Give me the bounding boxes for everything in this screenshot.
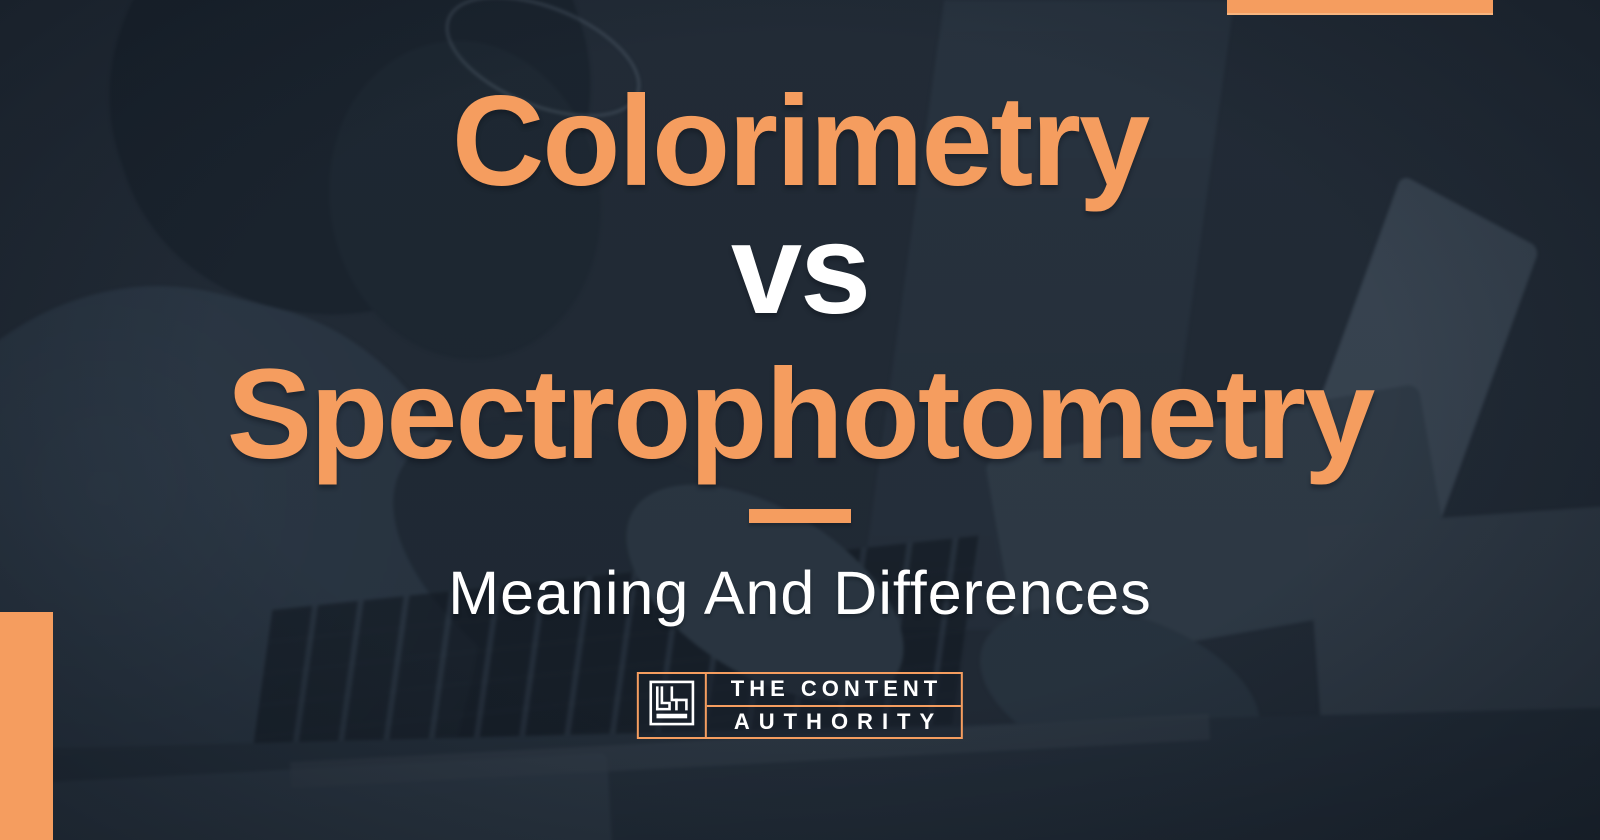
logo-name-line1: THE CONTENT: [706, 674, 962, 707]
accent-bar-top-right: [1227, 0, 1493, 15]
logo-icon-cell: [639, 674, 707, 737]
logo-text-cell: THE CONTENT AUTHORITY: [706, 674, 962, 737]
title-line1: Colorimetry: [451, 70, 1150, 213]
title-line2: Spectrophotometry: [226, 343, 1376, 486]
accent-dash-divider: [749, 509, 851, 523]
maze-monogram-icon: [649, 680, 695, 731]
accent-bar-left: [0, 612, 53, 840]
content-authority-logo: THE CONTENT AUTHORITY: [636, 672, 964, 739]
title-vs-label: vs: [730, 198, 871, 341]
logo-name-line2: AUTHORITY: [733, 708, 944, 734]
subtitle: Meaning And Differences: [448, 559, 1152, 627]
